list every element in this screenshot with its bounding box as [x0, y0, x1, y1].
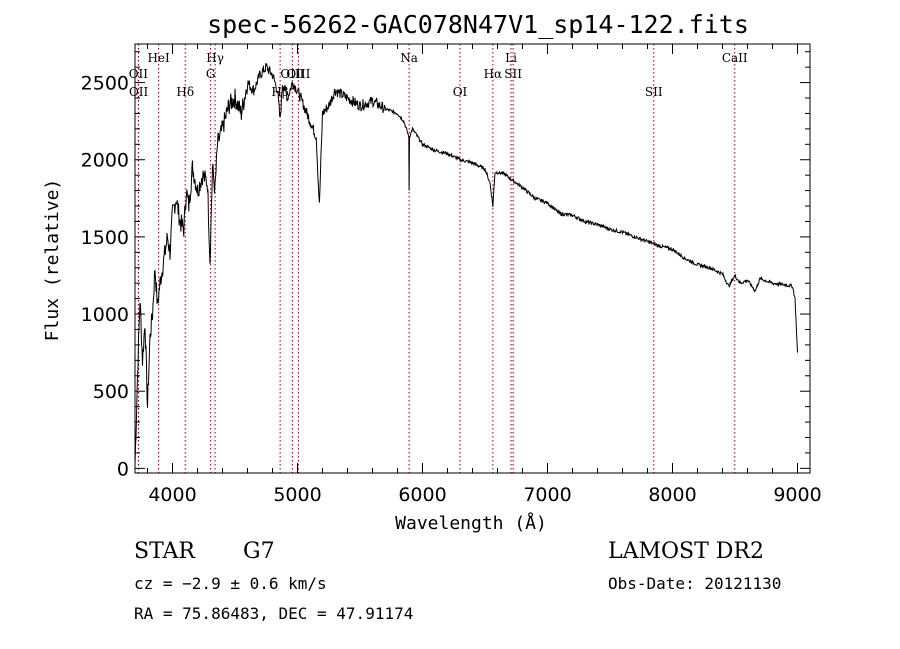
spectral-line-label: OIII: [286, 67, 310, 81]
y-tick-label: 1000: [81, 304, 129, 326]
spectral-line-label: OII: [129, 67, 149, 81]
x-tick-label: 7000: [523, 484, 571, 506]
spectral-line-label: Li: [505, 51, 517, 65]
x-tick-label: 6000: [398, 484, 446, 506]
spectral-line-label: OII: [129, 85, 149, 99]
y-axis-ticks: 0 500 1000 1500 2000 2500: [81, 51, 810, 480]
spectral-line-label: SII: [645, 85, 663, 99]
spectral-line-label: OI: [453, 85, 468, 99]
y-tick-label: 1500: [81, 227, 129, 249]
spectral-line-label: Hδ: [176, 85, 194, 99]
y-tick-label: 2000: [81, 150, 129, 172]
spectral-line-markers: OIIOIIHeIHδHγGHβOIIIOIIINaOIHαLiSIISIICa…: [129, 44, 748, 473]
y-axis-label: Flux (relative): [42, 179, 63, 342]
x-tick-label: 4000: [148, 484, 196, 506]
y-tick-label: 500: [93, 381, 129, 403]
survey-name: LAMOST DR2: [608, 539, 764, 564]
spectrum-line: [134, 62, 798, 466]
x-tick-label: 5000: [273, 484, 321, 506]
spectral-line-label: CaII: [722, 51, 748, 65]
observation-date: Obs-Date: 20121130: [608, 574, 782, 593]
spectral-line-label: SII: [504, 67, 522, 81]
object-type: STAR: [134, 539, 195, 564]
spectral-line-label: Na: [400, 51, 418, 65]
x-tick-label: 9000: [773, 484, 821, 506]
x-axis-ticks: 4000 5000 6000 7000 8000 9000: [147, 44, 822, 506]
spectral-line-label: Hγ: [206, 51, 224, 65]
spectral-line-label: HeI: [147, 51, 170, 65]
redshift-velocity: cz = −2.9 ± 0.6 km/s: [134, 574, 327, 593]
y-tick-label: 2500: [81, 73, 129, 95]
x-axis-label: Wavelength (Å): [395, 512, 547, 534]
spectral-line-label: G: [206, 67, 216, 81]
object-subclass: G7: [243, 539, 275, 564]
spectral-line-label: Hα: [484, 67, 503, 81]
x-tick-label: 8000: [648, 484, 696, 506]
coordinates: RA = 75.86483, DEC = 47.91174: [134, 604, 414, 623]
chart-title: spec-56262-GAC078N47V1_sp14-122.fits: [207, 10, 749, 39]
spectrum-series: [134, 62, 798, 466]
y-tick-label: 0: [117, 458, 129, 480]
